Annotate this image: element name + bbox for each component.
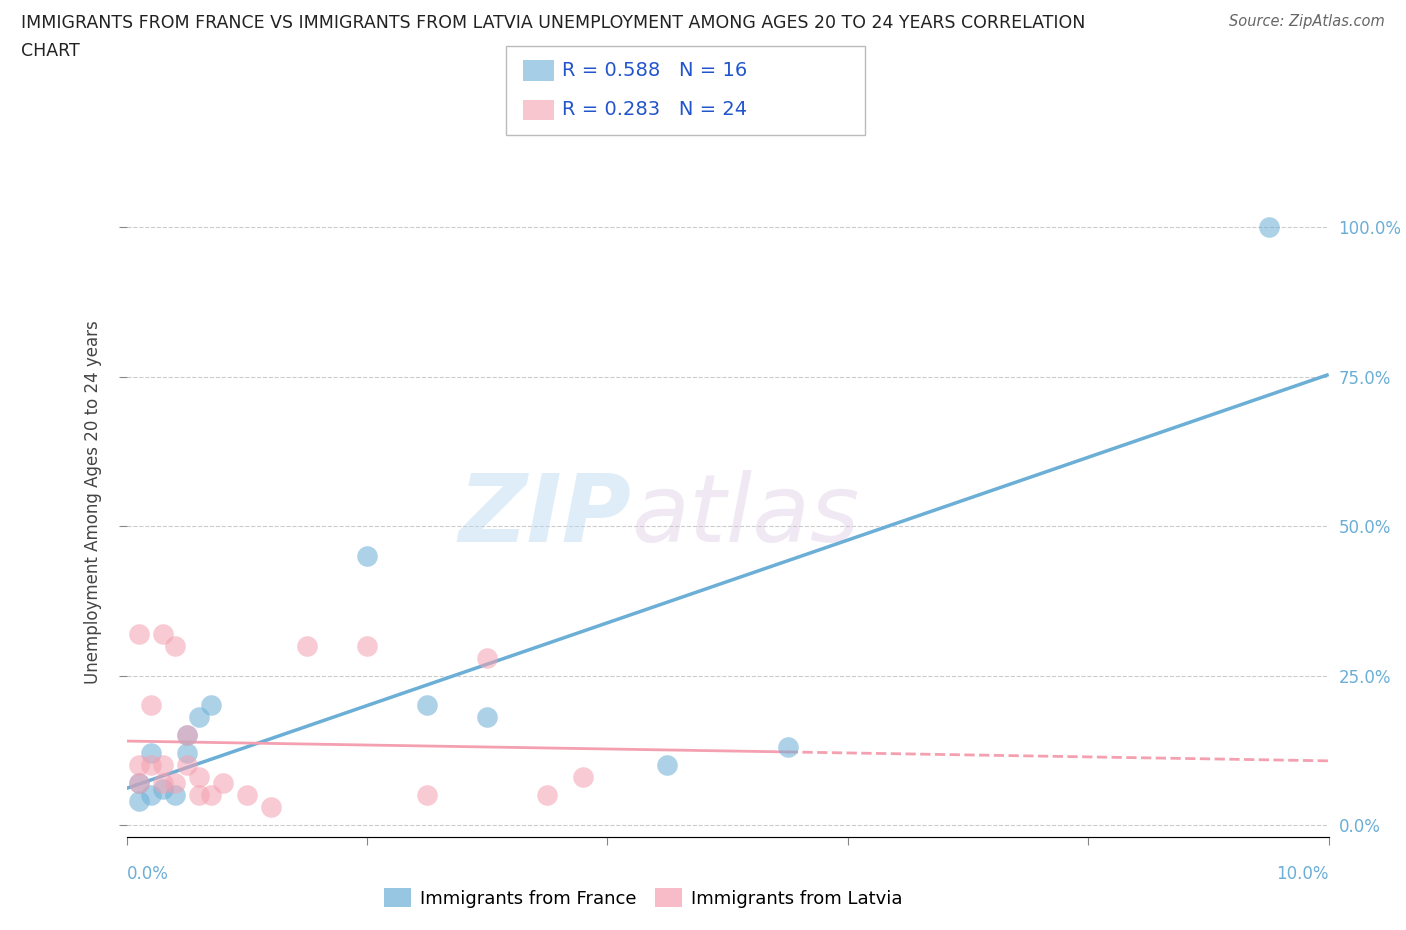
Point — [235, 788, 259, 803]
Point — [152, 782, 174, 797]
Point — [200, 788, 222, 803]
Text: R = 0.283   N = 24: R = 0.283 N = 24 — [562, 100, 748, 119]
Point — [176, 728, 198, 743]
Point — [128, 776, 150, 790]
Point — [356, 549, 378, 564]
Point — [163, 638, 186, 653]
Point — [176, 728, 198, 743]
Point — [657, 758, 679, 773]
Point — [475, 710, 498, 724]
Text: IMMIGRANTS FROM FRANCE VS IMMIGRANTS FROM LATVIA UNEMPLOYMENT AMONG AGES 20 TO 2: IMMIGRANTS FROM FRANCE VS IMMIGRANTS FRO… — [21, 14, 1085, 32]
Point — [128, 626, 150, 641]
Point — [152, 758, 174, 773]
Point — [176, 746, 198, 761]
Y-axis label: Unemployment Among Ages 20 to 24 years: Unemployment Among Ages 20 to 24 years — [84, 320, 103, 684]
Point — [128, 758, 150, 773]
Text: Source: ZipAtlas.com: Source: ZipAtlas.com — [1229, 14, 1385, 29]
Point — [295, 638, 318, 653]
Point — [139, 758, 162, 773]
Point — [128, 776, 150, 790]
Point — [416, 788, 439, 803]
Text: CHART: CHART — [21, 42, 80, 60]
Point — [163, 788, 186, 803]
Point — [572, 770, 595, 785]
Point — [176, 758, 198, 773]
Point — [356, 638, 378, 653]
Point — [187, 788, 209, 803]
Point — [163, 776, 186, 790]
Point — [139, 788, 162, 803]
Point — [128, 793, 150, 808]
Point — [776, 740, 799, 755]
Point — [152, 626, 174, 641]
Point — [211, 776, 233, 790]
Text: ZIP: ZIP — [458, 470, 631, 562]
Point — [187, 710, 209, 724]
Text: R = 0.588   N = 16: R = 0.588 N = 16 — [562, 61, 748, 80]
Point — [260, 800, 283, 815]
Point — [152, 776, 174, 790]
Point — [200, 698, 222, 713]
Text: 10.0%: 10.0% — [1277, 865, 1329, 883]
Point — [536, 788, 558, 803]
Point — [139, 746, 162, 761]
Text: atlas: atlas — [631, 470, 859, 561]
Text: 0.0%: 0.0% — [127, 865, 169, 883]
Point — [475, 650, 498, 665]
Point — [416, 698, 439, 713]
Point — [187, 770, 209, 785]
Legend: Immigrants from France, Immigrants from Latvia: Immigrants from France, Immigrants from … — [377, 882, 910, 915]
Point — [1257, 219, 1279, 234]
Point — [139, 698, 162, 713]
